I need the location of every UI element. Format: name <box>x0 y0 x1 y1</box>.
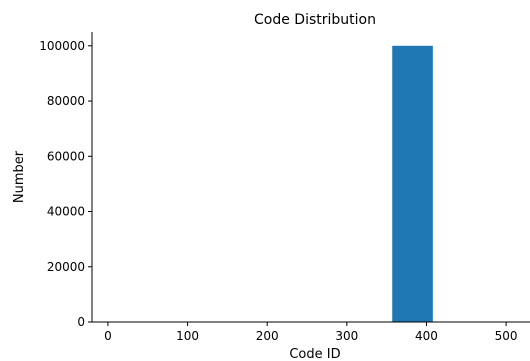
y-tick-label: 80000 <box>47 94 85 108</box>
y-tick-label: 0 <box>77 315 85 329</box>
y-tick-label: 40000 <box>47 205 85 219</box>
x-ticks: 0 100 200 300 400 500 <box>104 322 518 343</box>
chart-title: Code Distribution <box>254 12 376 28</box>
x-tick-label: 500 <box>495 329 518 343</box>
x-axis-label: Code ID <box>289 347 340 361</box>
x-tick-label: 0 <box>104 329 112 343</box>
x-tick-label: 400 <box>415 329 438 343</box>
y-ticks: 0 20000 40000 60000 80000 100000 <box>39 39 92 329</box>
x-tick-label: 300 <box>335 329 358 343</box>
y-axis-label: Number <box>12 150 27 203</box>
x-tick-label: 100 <box>176 329 199 343</box>
x-tick-label: 200 <box>256 329 279 343</box>
y-tick-label: 20000 <box>47 260 85 274</box>
y-tick-label: 100000 <box>39 39 85 53</box>
bars-group <box>392 45 433 323</box>
bar-7 <box>392 45 433 323</box>
y-tick-label: 60000 <box>47 149 85 163</box>
